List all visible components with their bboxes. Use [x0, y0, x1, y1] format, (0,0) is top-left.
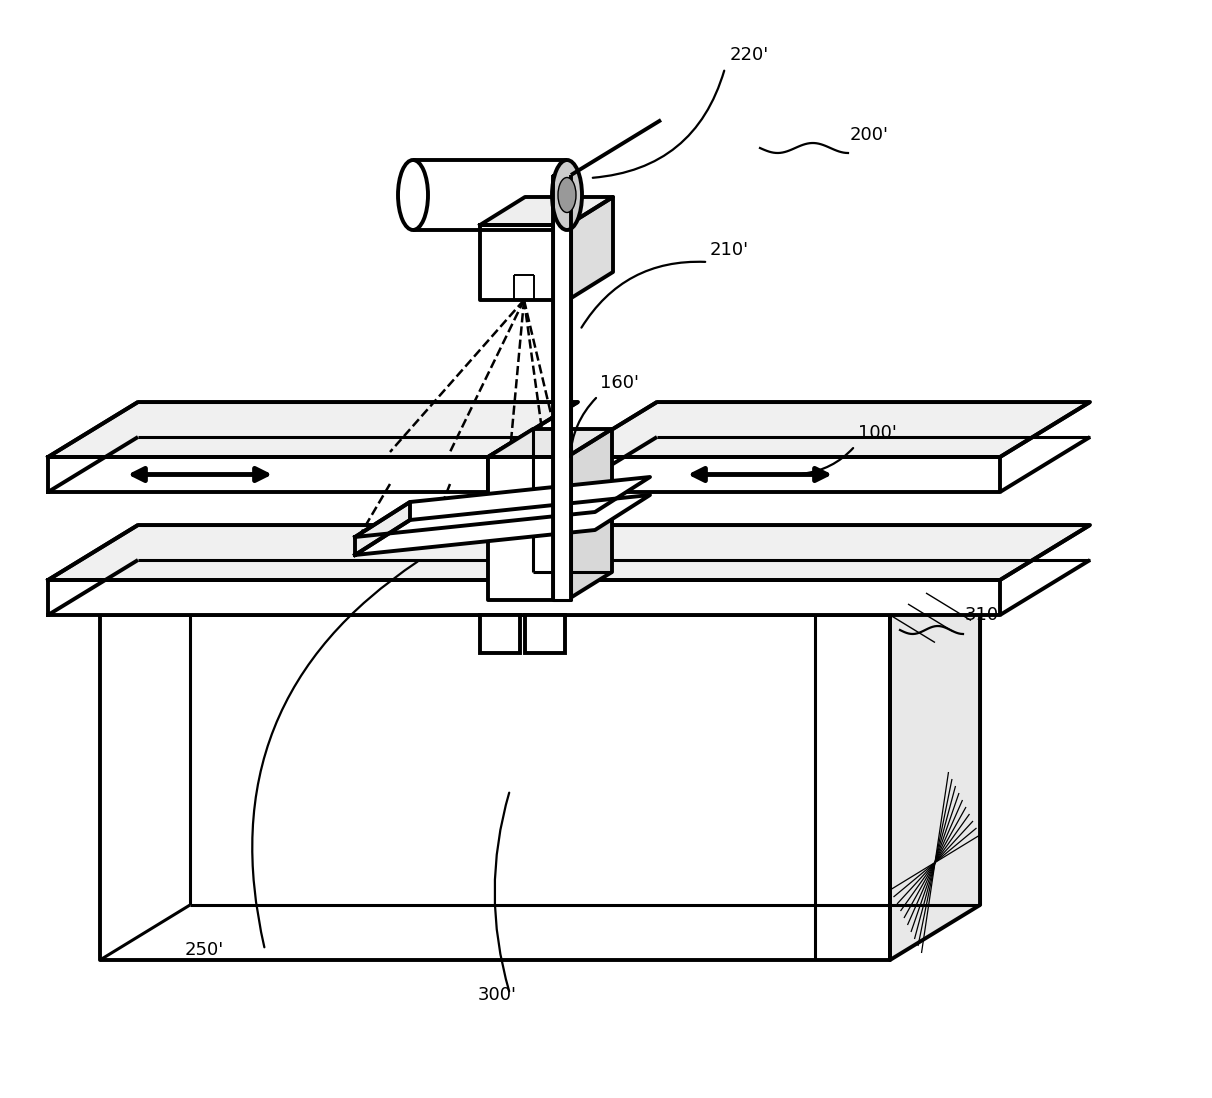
Polygon shape — [101, 615, 890, 960]
Polygon shape — [480, 225, 568, 300]
Polygon shape — [553, 175, 571, 600]
Polygon shape — [48, 580, 1000, 615]
Ellipse shape — [558, 178, 576, 213]
Bar — [480, 615, 520, 653]
Text: 250': 250' — [185, 941, 224, 959]
Text: 210': 210' — [710, 240, 749, 259]
Polygon shape — [488, 457, 567, 600]
Polygon shape — [567, 457, 1000, 492]
Polygon shape — [48, 402, 578, 457]
Polygon shape — [355, 502, 410, 554]
Text: 160': 160' — [600, 374, 639, 392]
Polygon shape — [567, 402, 1090, 457]
Polygon shape — [890, 560, 981, 960]
Polygon shape — [101, 560, 981, 615]
Text: 200': 200' — [850, 126, 888, 144]
Polygon shape — [488, 429, 612, 457]
Polygon shape — [567, 429, 612, 600]
Text: 100': 100' — [858, 424, 897, 442]
Polygon shape — [568, 197, 613, 300]
Text: 220': 220' — [730, 46, 770, 64]
Text: 300': 300' — [478, 986, 518, 1004]
Text: 310': 310' — [965, 606, 1004, 624]
Ellipse shape — [551, 160, 582, 229]
Polygon shape — [355, 495, 650, 554]
Polygon shape — [355, 477, 650, 537]
Bar — [525, 615, 565, 653]
Polygon shape — [480, 197, 613, 225]
Polygon shape — [48, 525, 1090, 580]
Polygon shape — [413, 160, 567, 229]
Polygon shape — [48, 457, 488, 492]
Ellipse shape — [398, 160, 428, 229]
